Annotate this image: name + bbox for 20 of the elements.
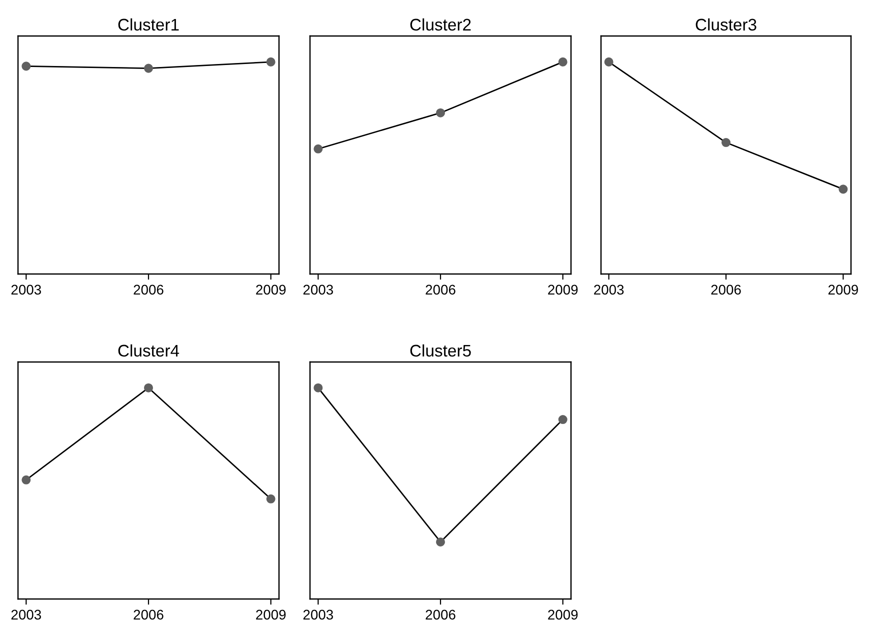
chart-title: Cluster1 <box>118 18 179 31</box>
x-tick-label: 2006 <box>711 284 741 295</box>
chart-title: Cluster2 <box>410 18 471 31</box>
x-tick-label: 2003 <box>11 610 41 620</box>
x-tick-label: 2006 <box>134 284 164 295</box>
x-tick-label: 2009 <box>548 284 578 295</box>
chart-title: Cluster4 <box>118 344 180 357</box>
x-tick-label: 2009 <box>256 610 286 620</box>
x-tick-label: 2003 <box>594 284 624 295</box>
chart-title: Cluster5 <box>410 344 471 357</box>
x-tick-label: 2003 <box>303 610 333 620</box>
x-tick-label: 2009 <box>256 284 286 295</box>
x-tick-label: 2003 <box>11 284 41 295</box>
chart-title: Cluster3 <box>696 18 756 31</box>
x-tick-label: 2006 <box>134 610 164 620</box>
x-tick-label: 2009 <box>828 284 858 295</box>
x-tick-label: 2006 <box>426 284 456 295</box>
x-tick-label: 2006 <box>426 610 456 620</box>
x-tick-label: 2009 <box>548 610 578 620</box>
x-tick-label: 2003 <box>303 284 333 295</box>
